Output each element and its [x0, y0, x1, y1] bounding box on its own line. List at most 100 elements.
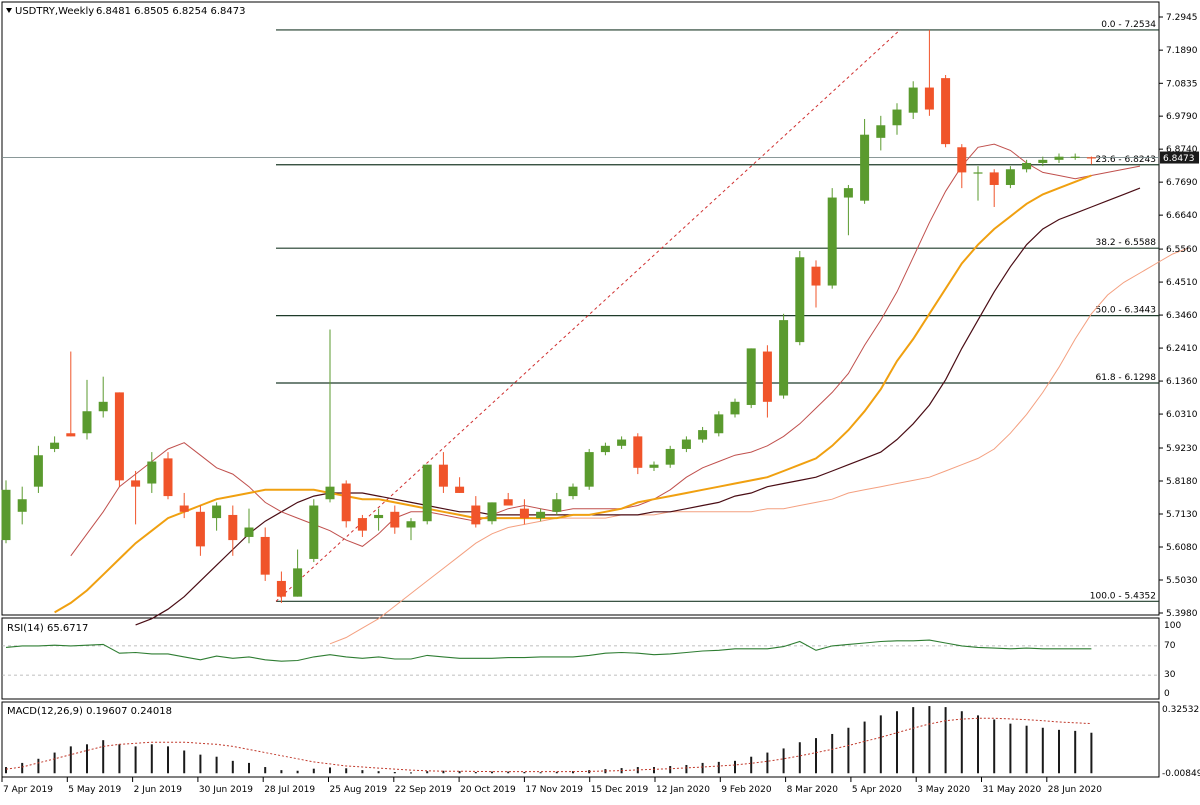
- macd-label: MACD(12,26,9) 0.19607 0.24018: [7, 706, 172, 717]
- candle: [698, 426, 708, 443]
- candle: [503, 492, 513, 506]
- symbol-title: USDTRY,Weekly: [15, 6, 94, 17]
- candle: [455, 477, 465, 493]
- macd-panel-frame: [1, 701, 1160, 778]
- macd-bar: [863, 721, 866, 774]
- candle-body-bear: [114, 392, 124, 481]
- candle-body-bear: [341, 483, 351, 522]
- macd-bar: [442, 770, 445, 774]
- candle: [714, 411, 724, 437]
- candle: [584, 448, 594, 490]
- candle-body-bull: [406, 521, 416, 528]
- candle: [293, 549, 303, 597]
- price-tick-label: 6.5560: [1166, 245, 1198, 255]
- macd-bar: [734, 760, 736, 774]
- candle-body-bull: [82, 411, 92, 434]
- candle-body-bull: [325, 486, 335, 500]
- candle-body-bull: [746, 348, 756, 405]
- candle-body-bear: [179, 505, 189, 512]
- macd-bar: [912, 707, 915, 774]
- macd-bar: [5, 767, 7, 774]
- time-tick-label: 28 Jun 2020: [1048, 785, 1102, 795]
- rsi-level-100: 100: [1164, 621, 1181, 631]
- time-tick-label: 15 Dec 2019: [591, 785, 649, 795]
- candle-body-bear: [228, 514, 238, 541]
- candle-body-bull: [422, 464, 432, 522]
- macd-bar: [183, 750, 186, 774]
- candle: [179, 492, 189, 519]
- candle-body-bull: [876, 125, 886, 138]
- price-tick-label: 6.7690: [1166, 178, 1198, 188]
- candle: [309, 499, 319, 563]
- candle-body-bull: [487, 502, 497, 522]
- macd-bar: [523, 772, 526, 774]
- candle-body-bull: [309, 505, 319, 559]
- candle-body-bull: [98, 401, 108, 412]
- macd-bar: [280, 770, 283, 774]
- candle: [98, 376, 108, 418]
- macd-bar: [815, 738, 817, 774]
- candle: [374, 508, 384, 531]
- macd-bar: [296, 770, 299, 774]
- macd-bar: [118, 744, 121, 774]
- fib-label-3: 50.0 - 6.3443: [1096, 306, 1157, 316]
- rsi-panel-frame: [1, 617, 1160, 700]
- macd-bar: [312, 768, 315, 774]
- candle-body-bull: [1022, 162, 1032, 170]
- candle-body-bull: [698, 430, 708, 440]
- price-tick-label: 6.0310: [1166, 410, 1198, 420]
- candle-body-bull: [50, 442, 60, 449]
- chevron-down-icon[interactable]: [6, 8, 12, 13]
- rsi-indicator: [2, 639, 1159, 676]
- candle: [228, 505, 238, 556]
- macd-bar: [393, 772, 396, 774]
- candle-body-bull: [681, 439, 691, 449]
- candle-body-bear: [390, 511, 400, 528]
- candle-body-bull: [730, 401, 740, 415]
- candle-body-bull: [827, 197, 837, 286]
- candle: [941, 74, 951, 148]
- rsi-line: [5, 639, 1092, 662]
- candle: [82, 379, 92, 440]
- candle: [1054, 153, 1064, 163]
- time-tick-label: 25 Aug 2019: [330, 785, 388, 795]
- candle: [1005, 166, 1015, 189]
- candle: [681, 436, 691, 453]
- price-tick-label: 5.8180: [1166, 477, 1198, 487]
- candle: [600, 442, 610, 456]
- macd-bar: [410, 772, 412, 774]
- candle: [1070, 153, 1080, 160]
- time-tick-label: 22 Sep 2019: [395, 785, 452, 795]
- macd-bar: [491, 771, 493, 774]
- ohlc-readout: 6.8481 6.8505 6.8254 6.8473: [96, 6, 246, 17]
- price-tick-label: 7.1890: [1166, 46, 1198, 56]
- candle-body-bear: [357, 518, 367, 531]
- candle: [519, 499, 529, 525]
- candle-body-bull: [536, 511, 546, 519]
- candle-body-bear: [66, 433, 76, 437]
- macd-bar: [831, 733, 834, 774]
- candle: [876, 115, 886, 151]
- candle-body-bull: [33, 455, 43, 487]
- moving-averages: [54, 143, 1189, 645]
- candle: [487, 502, 497, 525]
- macd-bar: [1074, 730, 1077, 774]
- candlesticks: [1, 29, 1096, 603]
- candle-body-bull: [1038, 159, 1048, 163]
- macd-bar: [426, 771, 429, 774]
- macd-bar: [1025, 725, 1028, 774]
- candle-body-bull: [617, 439, 627, 446]
- macd-bar: [555, 771, 558, 774]
- macd-bar: [377, 771, 380, 774]
- time-axis: 7 Apr 2019 5 May 2019 2 Jun 2019 30 Jun 201…: [1, 777, 1102, 795]
- macd-top-value: 0.32532: [1162, 705, 1199, 715]
- candle: [147, 452, 157, 493]
- price-tick-label: 6.6640: [1166, 211, 1198, 221]
- macd-bar: [572, 771, 574, 774]
- macd-bar: [86, 744, 88, 774]
- price-tick-label: 5.7130: [1166, 510, 1198, 520]
- macd-bar: [879, 715, 882, 774]
- price-tick-label: 6.4510: [1166, 278, 1198, 288]
- candle-body-bear: [276, 580, 286, 597]
